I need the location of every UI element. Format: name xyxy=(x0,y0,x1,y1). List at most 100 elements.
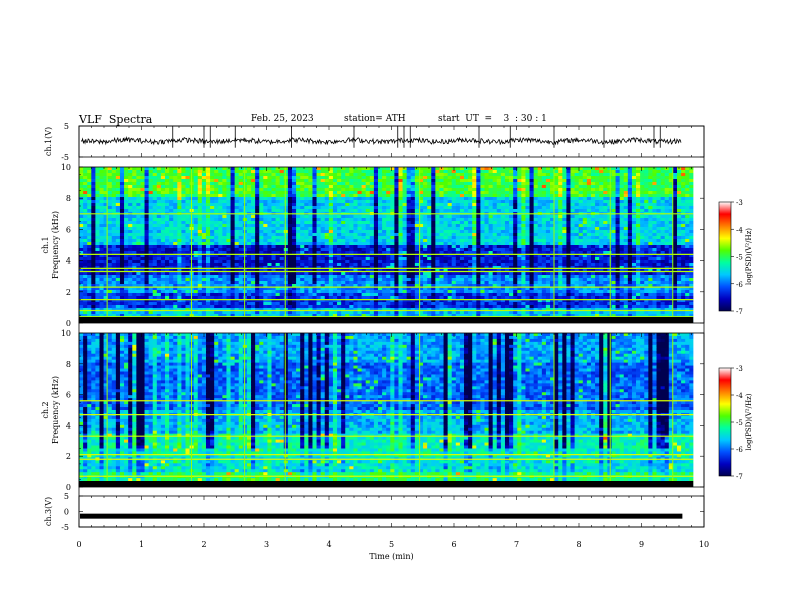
spectrogram-cell xyxy=(566,251,571,255)
spectrogram-cell xyxy=(230,167,236,171)
spectrogram-cell xyxy=(439,200,444,204)
spectrogram-cell xyxy=(685,182,690,186)
spectrogram-cell xyxy=(312,242,317,246)
spectrogram-cell xyxy=(574,236,580,240)
spectrogram-cell xyxy=(603,254,608,258)
spectrogram-cell xyxy=(619,203,625,207)
spectrogram-cell xyxy=(525,188,530,192)
spectrogram-cell xyxy=(128,251,133,255)
spectrogram-cell xyxy=(267,179,272,183)
spectrogram-cell xyxy=(492,167,498,171)
spectrogram-cell xyxy=(627,203,633,207)
spectrogram-cell xyxy=(316,197,322,201)
spectrogram-cell xyxy=(623,257,629,261)
spectrogram-cell xyxy=(525,176,530,180)
spectrogram-cell xyxy=(304,203,309,207)
spectrogram-cell xyxy=(517,206,522,210)
spectrogram-cell xyxy=(230,245,236,249)
spectrogram-cell xyxy=(545,203,551,207)
spectrogram-cell xyxy=(676,260,682,264)
spectrogram-cell xyxy=(107,239,113,243)
spectrogram-cell xyxy=(378,257,383,261)
spectrogram-cell xyxy=(394,236,399,240)
spectrogram-cell xyxy=(480,254,485,258)
spectrogram-cell xyxy=(373,170,379,174)
spectrogram-cell xyxy=(193,182,199,186)
spectrogram-cell xyxy=(603,200,608,204)
spectrogram-cell xyxy=(496,263,502,267)
spectrogram-cell xyxy=(87,224,92,228)
spectrogram-cell xyxy=(79,185,84,189)
spectrogram-cell xyxy=(251,209,256,213)
spectrogram-cell xyxy=(124,173,129,177)
spectrogram-cell xyxy=(664,209,670,213)
spectrogram-cell xyxy=(79,236,84,240)
spectrogram-cell xyxy=(472,263,477,267)
spectrogram-cell xyxy=(590,224,596,228)
spectrogram-cell xyxy=(427,209,432,213)
spectrogram-cell xyxy=(185,266,190,270)
spectrogram-cell xyxy=(500,170,506,174)
spectrogram-cell xyxy=(103,230,109,234)
spectrogram-cell xyxy=(83,245,88,249)
spectrogram-cell xyxy=(476,188,481,192)
spectrogram-cell xyxy=(406,206,412,210)
spectrogram-cell xyxy=(472,206,477,210)
spectrogram-cell xyxy=(541,182,547,186)
spectrogram-cell xyxy=(459,185,465,189)
spectrogram-cell xyxy=(537,209,543,213)
spectrogram-cell xyxy=(648,200,653,204)
spectrogram-cell xyxy=(386,209,391,213)
spectrogram-cell xyxy=(308,170,313,174)
spectrogram-cell xyxy=(500,260,506,264)
spectrogram-cell xyxy=(406,230,412,234)
spectrogram-cell xyxy=(296,245,301,249)
spectrogram-cell xyxy=(378,254,383,258)
spectrogram-cell xyxy=(537,170,543,174)
spectrogram-cell xyxy=(607,173,612,177)
spectrogram-cell xyxy=(541,215,547,219)
spectrogram-cell xyxy=(509,263,514,267)
spectrogram-cell xyxy=(197,188,203,192)
spectrogram-cell xyxy=(607,188,612,192)
spectrogram-cell xyxy=(398,182,403,186)
spectrogram-cell xyxy=(255,176,260,180)
spectrogram-cell xyxy=(590,239,596,243)
spectrogram-cell xyxy=(590,173,596,177)
spectrogram-cell xyxy=(234,233,240,237)
spectrogram-cell xyxy=(271,239,276,243)
spectrogram-cell xyxy=(201,245,207,249)
spectrogram-cell xyxy=(107,257,113,261)
spectrogram-cell xyxy=(246,263,252,267)
spectrogram-cell xyxy=(115,260,121,264)
spectrogram-cell xyxy=(156,167,162,171)
spectrogram-cell xyxy=(107,188,113,192)
spectrogram-cell xyxy=(287,170,293,174)
spectrogram-cell xyxy=(668,242,674,246)
spectrogram-cell xyxy=(472,170,477,174)
spectrogram-cell xyxy=(226,236,231,240)
spectrogram-cell xyxy=(316,245,322,249)
spectrogram-cell xyxy=(160,242,166,246)
spectrogram-cell xyxy=(165,236,170,240)
spectrogram-cell xyxy=(619,209,625,213)
spectrogram-cell xyxy=(636,209,641,213)
spectrogram-cell xyxy=(201,227,207,231)
spectrogram-cell xyxy=(660,197,666,201)
spectrogram-cell xyxy=(472,191,477,195)
spectrogram-cell xyxy=(382,245,387,249)
spectrogram-cell xyxy=(558,230,563,234)
spectrogram-cell xyxy=(214,242,219,246)
spectrogram-cell xyxy=(99,233,104,237)
spectrogram-cell xyxy=(636,200,641,204)
spectrogram-cell xyxy=(545,227,551,231)
spectrogram-cell xyxy=(320,218,326,222)
spectrogram-cell xyxy=(365,239,371,243)
spectrogram-cell xyxy=(156,251,162,255)
spectrogram-cell xyxy=(603,203,608,207)
spectrogram-cell xyxy=(169,263,174,267)
spectrogram-cell xyxy=(627,239,633,243)
spectrogram-cell xyxy=(459,221,465,225)
spectrogram-cell xyxy=(623,203,629,207)
spectrogram-cell xyxy=(341,167,346,171)
